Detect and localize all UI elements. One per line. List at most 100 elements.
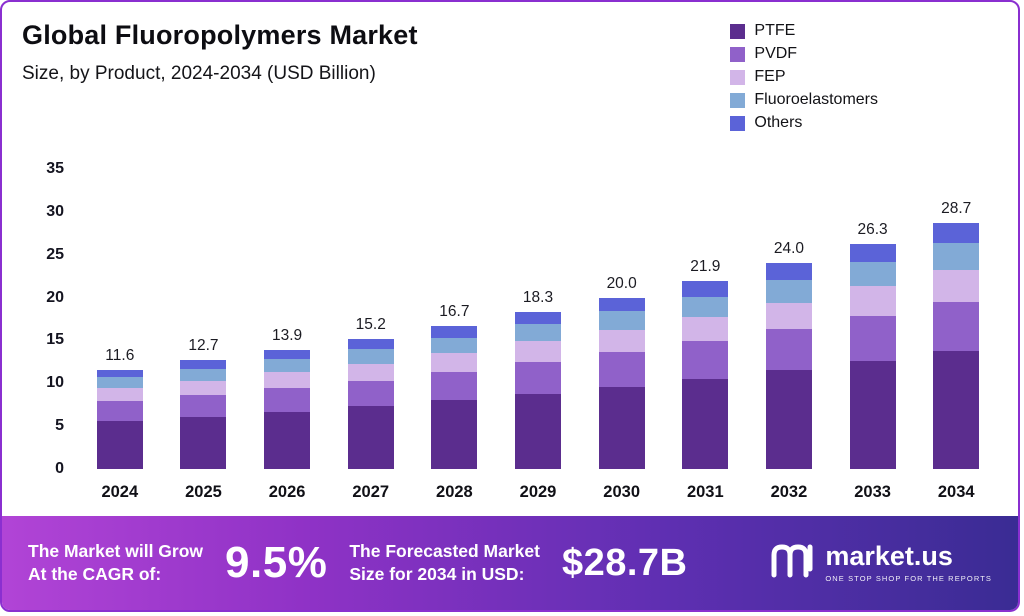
bar-segment-fluoroelastomers [264, 359, 311, 373]
bar-column-2033: 26.3 2033 [831, 142, 915, 502]
bar-column-2031: 21.9 2031 [663, 142, 747, 502]
bar-segment-pvdf [180, 395, 227, 417]
bar-total-label: 26.3 [857, 220, 888, 238]
bar-total-label: 13.9 [272, 326, 303, 344]
bar-segment-fep [431, 353, 478, 373]
legend-swatch [730, 115, 746, 131]
bar-column-2027: 15.2 2027 [329, 142, 413, 502]
bar-segment-pvdf [682, 341, 729, 379]
bar-segment-fep [933, 270, 980, 302]
y-tick-5: 5 [55, 417, 64, 435]
bar-segment-pvdf [598, 352, 645, 387]
y-axis: 0 5 10 15 20 25 30 35 [20, 160, 72, 477]
bar-2030 [598, 297, 645, 469]
title-block: Global Fluoropolymers Market Size, by Pr… [22, 20, 418, 132]
bar-segment-ptfe [765, 370, 812, 469]
legend-item-ptfe: PTFE [730, 22, 878, 40]
bar-segment-others [180, 360, 227, 369]
x-axis-label-2033: 2033 [854, 483, 891, 501]
x-axis-label-2025: 2025 [185, 483, 222, 501]
y-tick-0: 0 [55, 460, 64, 477]
bar-2026 [264, 349, 311, 469]
bar-segment-fep [347, 363, 394, 381]
legend-item-others: Others [730, 114, 878, 132]
forecast-label-line2: Size for 2034 in USD: [349, 564, 525, 584]
bar-column-2024: 11.6 2024 [78, 142, 162, 502]
bar-total-label: 12.7 [188, 337, 219, 355]
bar-2034 [933, 223, 980, 469]
legend-swatch [730, 46, 746, 62]
y-tick-20: 20 [46, 288, 64, 306]
bar-column-2034: 28.7 2034 [914, 142, 998, 502]
legend-label: PTFE [754, 22, 796, 39]
chart-area: 0 5 10 15 20 25 30 35 11.6 2024 12.7 2025 13.9 2026 1… [20, 142, 1004, 502]
bar-total-label: 18.3 [522, 289, 554, 307]
bar-segment-ptfe [598, 386, 645, 469]
bar-segment-others [933, 223, 980, 243]
legend-swatch [730, 92, 746, 108]
bar-segment-fluoroelastomers [849, 261, 896, 287]
forecast-label: The Forecasted Market Size for 2034 in U… [349, 540, 540, 586]
bar-segment-fluoroelastomers [682, 296, 729, 318]
bar-segment-others [264, 349, 311, 360]
bar-segment-fep [682, 317, 729, 342]
bar-total-label: 24.0 [773, 240, 805, 258]
bar-segment-others [765, 263, 812, 281]
cagr-label: The Market will Grow At the CAGR of: [28, 540, 203, 586]
logo-text: market.us ONE STOP SHOP FOR THE REPORTS [825, 541, 992, 584]
bar-column-2029: 18.3 2029 [496, 142, 580, 502]
bar-segment-ptfe [180, 416, 227, 469]
bar-segment-fluoroelastomers [765, 280, 812, 303]
bar-column-2026: 13.9 2026 [245, 142, 329, 502]
forecast-label-line1: The Forecasted Market [349, 541, 540, 562]
x-axis-label-2029: 2029 [519, 483, 557, 501]
bar-segment-fep [765, 302, 812, 330]
bar-segment-others [431, 325, 478, 338]
brand-name: market.us [825, 541, 953, 571]
subtitle: Size, by Product, 2024-2034 (USD Billion… [22, 63, 376, 84]
bar-2027 [347, 338, 394, 469]
bar-segment-pvdf [933, 301, 980, 351]
bar-segment-others [515, 312, 562, 325]
bar-segment-ptfe [96, 421, 143, 469]
plot-area: 11.6 2024 12.7 2025 13.9 2026 15.2 2027 16.7 2028… [72, 142, 1004, 502]
x-axis-label-2028: 2028 [436, 483, 473, 501]
bar-segment-fep [849, 286, 896, 316]
bar-column-2025: 12.7 2025 [162, 142, 246, 502]
bar-total-label: 15.2 [355, 315, 386, 333]
bar-segment-ptfe [431, 400, 478, 469]
legend-item-pvdf: PVDF [730, 45, 878, 63]
bar-segment-fep [598, 330, 645, 353]
bar-segment-others [849, 243, 896, 262]
page-title: Global Fluoropolymers Market [22, 20, 418, 50]
x-axis-label-2031: 2031 [686, 483, 724, 501]
cagr-label-line1: The Market will Grow [28, 541, 204, 562]
x-axis-label-2034: 2034 [937, 483, 975, 501]
legend-swatch [730, 69, 746, 85]
bar-segment-fluoroelastomers [598, 311, 645, 331]
bar-segment-fluoroelastomers [515, 324, 562, 342]
bar-segment-fluoroelastomers [347, 349, 394, 364]
market-us-logo: market.us ONE STOP SHOP FOR THE REPORTS [769, 541, 992, 586]
cagr-value: 9.5% [225, 538, 328, 587]
bar-segment-ptfe [347, 406, 394, 469]
bar-segment-ptfe [849, 361, 896, 469]
bar-segment-ptfe [264, 411, 311, 469]
bar-2024 [96, 369, 143, 469]
x-axis-label-2030: 2030 [603, 483, 641, 501]
market-us-logo-icon [769, 541, 815, 586]
legend-item-fluoroelastomers: Fluoroelastomers [730, 91, 878, 109]
bar-column-2032: 24.0 2032 [747, 142, 831, 502]
bar-segment-fep [264, 372, 311, 388]
bar-segment-fluoroelastomers [933, 242, 980, 271]
bar-segment-ptfe [515, 393, 562, 469]
x-axis-label-2026: 2026 [268, 483, 306, 501]
bar-2031 [682, 281, 729, 469]
legend-label: PVDF [754, 45, 798, 62]
x-axis-label-2024: 2024 [101, 483, 139, 501]
y-tick-10: 10 [46, 374, 64, 392]
bar-segment-pvdf [347, 380, 394, 407]
y-tick-25: 25 [46, 245, 64, 263]
bar-2029 [515, 312, 562, 469]
